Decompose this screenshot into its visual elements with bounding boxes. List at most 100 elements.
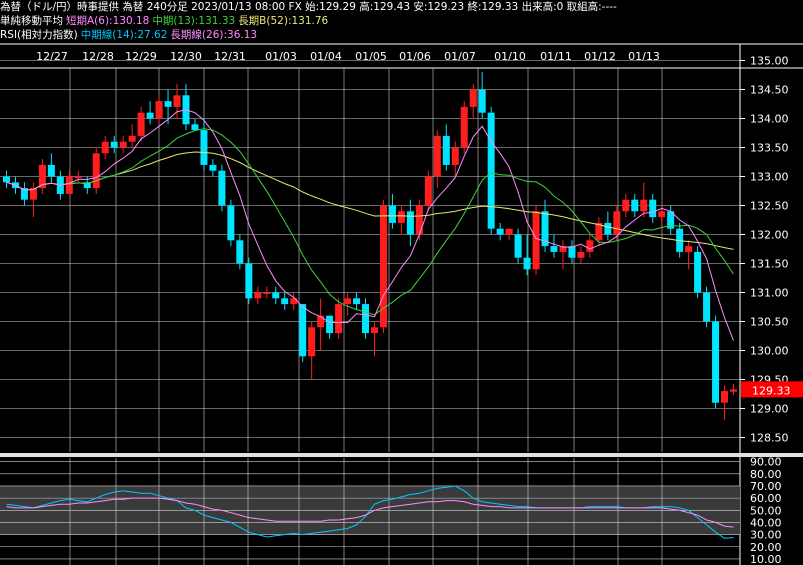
candle-body-down (218, 170, 226, 206)
date-tick-label: 12/30 (170, 50, 202, 63)
candle-body-down (326, 315, 334, 334)
candle-body-down (514, 234, 522, 258)
candle-body-down (388, 205, 396, 223)
candle-body-down (568, 246, 576, 258)
candle-body-down (146, 112, 154, 119)
candle-body-down (667, 211, 675, 229)
price-tick-label: 134.50 (750, 84, 789, 97)
price-tick-label: 135.00 (750, 55, 789, 68)
candle-body-down (353, 298, 361, 305)
rsi-tick-label: 80.00 (750, 468, 782, 481)
price-tick-label: 128.50 (750, 432, 789, 445)
candle-body-up (290, 298, 298, 305)
candle-body-down (550, 246, 558, 252)
ma-long-line (6, 151, 734, 250)
candle-body-up (658, 211, 666, 218)
candle-body-down (541, 211, 549, 247)
candle-body-down (496, 228, 504, 235)
last-price-label: 129.33 (752, 384, 791, 397)
candle-body-down (245, 263, 253, 299)
rsi-tick-label: 60.00 (750, 492, 782, 505)
candle-body-down (209, 164, 217, 171)
candle-body-up (155, 101, 163, 119)
date-tick-label: 01/10 (494, 50, 526, 63)
rsi-tick-label: 70.00 (750, 480, 782, 493)
date-tick-label: 01/03 (265, 50, 297, 63)
date-tick-label: 12/31 (214, 50, 246, 63)
candle-body-down (406, 211, 414, 235)
rsi-legend: RSI(相対力指数) 中期線(14):27.62 長期線(26):36.13 (0, 29, 260, 42)
candle-body-down (442, 135, 450, 165)
candle-body-up (451, 147, 459, 165)
candle-body-down (703, 292, 711, 322)
candle-body-up (379, 205, 387, 328)
candle-body-down (694, 251, 702, 293)
candle-body-up (622, 199, 630, 212)
rsi-legend-label: RSI(相対力指数) (0, 29, 78, 41)
candle-body-up (74, 176, 82, 178)
candle-body-down (47, 164, 55, 177)
rsi-mid-label: 中期線(14):27.62 (80, 29, 168, 41)
candle-body-down (236, 240, 244, 264)
ma-legend: 単純移動平均 短期A(6):130.18 中期(13):131.33 長期B(52):… (0, 15, 331, 28)
candle-body-down (281, 298, 289, 305)
candle-body-up (577, 251, 585, 258)
date-tick-label: 01/11 (540, 50, 572, 63)
date-tick-label: 01/07 (444, 50, 476, 63)
candle-body-up (613, 211, 621, 235)
candle-body-down (164, 101, 172, 107)
candle-body-down (604, 222, 612, 235)
candle-body-up (317, 315, 325, 328)
candle-body-up (424, 176, 432, 206)
date-tick-label: 01/04 (310, 50, 342, 63)
candle-body-up (721, 391, 729, 403)
candle-body-down (631, 199, 639, 212)
candle-body-up (335, 304, 343, 334)
candle-body-up (730, 389, 738, 392)
candle-body-down (2, 176, 10, 183)
price-tick-label: 133.00 (750, 171, 789, 184)
ma-mid-line (6, 128, 734, 316)
candle-body-up (137, 112, 145, 136)
price-tick-label: 133.50 (750, 142, 789, 155)
candle-body-up (119, 141, 127, 148)
candle-body-down (20, 188, 28, 200)
candle-body-up (586, 240, 594, 252)
date-tick-label: 01/13 (628, 50, 660, 63)
price-tick-label: 132.50 (750, 200, 789, 213)
date-tick-label: 01/06 (399, 50, 431, 63)
candle-body-up (173, 95, 181, 107)
price-tick-label: 131.00 (750, 287, 789, 300)
rsi-mid-line (6, 485, 734, 539)
price-tick-label: 131.50 (750, 258, 789, 271)
ma-long-label: 長期B(52):131.76 (238, 15, 329, 27)
price-tick-label: 130.50 (750, 316, 789, 329)
candle-body-up (344, 298, 352, 305)
date-tick-label: 12/27 (36, 50, 68, 63)
candle-body-up (415, 205, 423, 235)
candle-body-up (254, 292, 262, 299)
candle-body-up (128, 135, 136, 142)
candle-body-down (227, 205, 235, 241)
ma-short-line (6, 109, 734, 341)
candle-body-up (595, 222, 603, 241)
price-tick-label: 134.00 (750, 113, 789, 126)
rsi-tick-label: 20.00 (750, 541, 782, 554)
ma-mid-label: 中期(13):131.33 (152, 15, 236, 27)
candle-body-up (370, 327, 378, 334)
candle-body-up (29, 188, 37, 200)
candle-body-up (460, 106, 468, 148)
candle-body-down (200, 130, 208, 165)
candle-body-down (362, 304, 370, 334)
date-tick-label: 12/28 (82, 50, 114, 63)
price-tick-label: 130.00 (750, 345, 789, 358)
chart-info-header: 為替（ドル/円）時事提供 為替 240分足 2023/01/13 08:00 F… (0, 1, 620, 14)
candle-body-up (469, 89, 477, 107)
candle-body-up (505, 228, 513, 235)
ma-short-label: 短期A(6):130.18 (66, 15, 150, 27)
candle-body-down (191, 124, 199, 131)
rsi-tick-label: 30.00 (750, 529, 782, 542)
price-tick-label: 129.00 (750, 403, 789, 416)
candle-body-up (101, 141, 109, 154)
